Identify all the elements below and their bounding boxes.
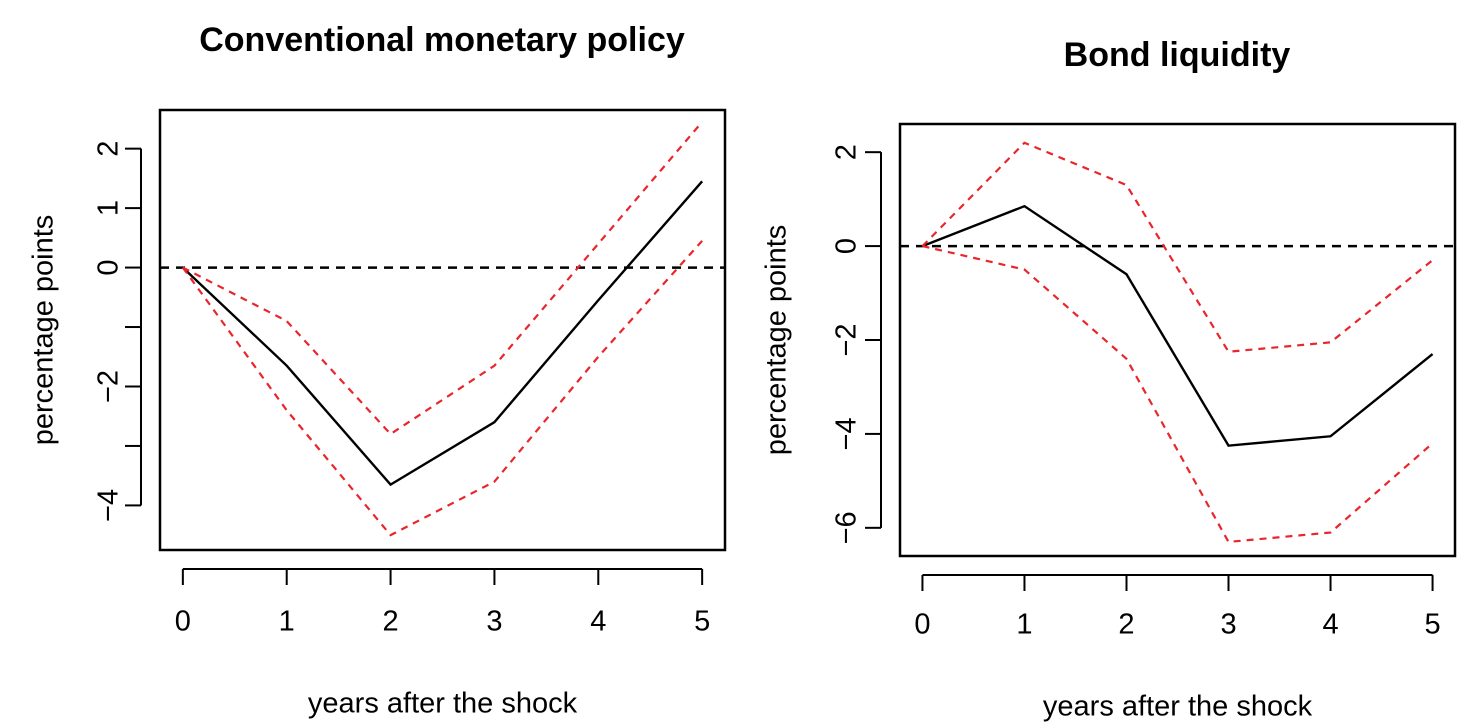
x-tick-label: 0 [914, 609, 930, 641]
series-line-lower-band [181, 240, 703, 537]
series-line-lower-band [922, 245, 1434, 544]
chart-title: Conventional monetary policy [199, 21, 685, 59]
x-axis-label: years after the shock [308, 688, 578, 720]
x-tick-label: 3 [1220, 609, 1236, 641]
chart-title: Bond liquidity [1064, 36, 1291, 74]
x-tick-label: 2 [382, 606, 398, 638]
x-tick-label: 4 [590, 606, 606, 638]
y-axis-label: percentage points [28, 215, 60, 446]
y-tick-label: 2 [93, 141, 125, 157]
y-tick-label: −4 [93, 489, 125, 522]
chart-panel-1: Conventional monetary policy 0 1 2 3 4 5 2 1 0 −2 −… [28, 21, 727, 720]
series-line-estimate [922, 204, 1434, 447]
y-tick-label: −4 [831, 417, 863, 450]
x-tick-label: 1 [1016, 609, 1032, 641]
x-tick-label: 4 [1322, 609, 1338, 641]
chart-panel-2: Bond liquidity 0 1 2 3 4 5 2 0 −2 −4 −6 years after … [761, 36, 1457, 723]
y-tick-label: 1 [93, 200, 125, 216]
series-line-estimate [182, 180, 704, 487]
x-tick-label: 3 [486, 606, 502, 638]
y-tick-label: 2 [831, 144, 863, 160]
x-tick-label: 5 [1424, 609, 1440, 641]
x-axis-label: years after the shock [1043, 691, 1313, 723]
x-tick-label: 1 [279, 606, 295, 638]
y-tick-label: −6 [831, 511, 863, 544]
series-line-upper-band [182, 121, 703, 436]
x-tick-label: 0 [175, 606, 191, 638]
x-tick-label: 5 [694, 606, 710, 638]
y-tick-label: −2 [93, 370, 125, 403]
y-tick-label: 0 [93, 259, 125, 275]
y-tick-label: −2 [831, 323, 863, 356]
plot-frame [898, 122, 1457, 558]
series-line-upper-band [921, 141, 1434, 353]
y-axis-label: percentage points [761, 225, 793, 456]
plot-frame [158, 108, 727, 552]
x-tick-label: 2 [1118, 609, 1134, 641]
y-tick-label: 0 [831, 238, 863, 254]
